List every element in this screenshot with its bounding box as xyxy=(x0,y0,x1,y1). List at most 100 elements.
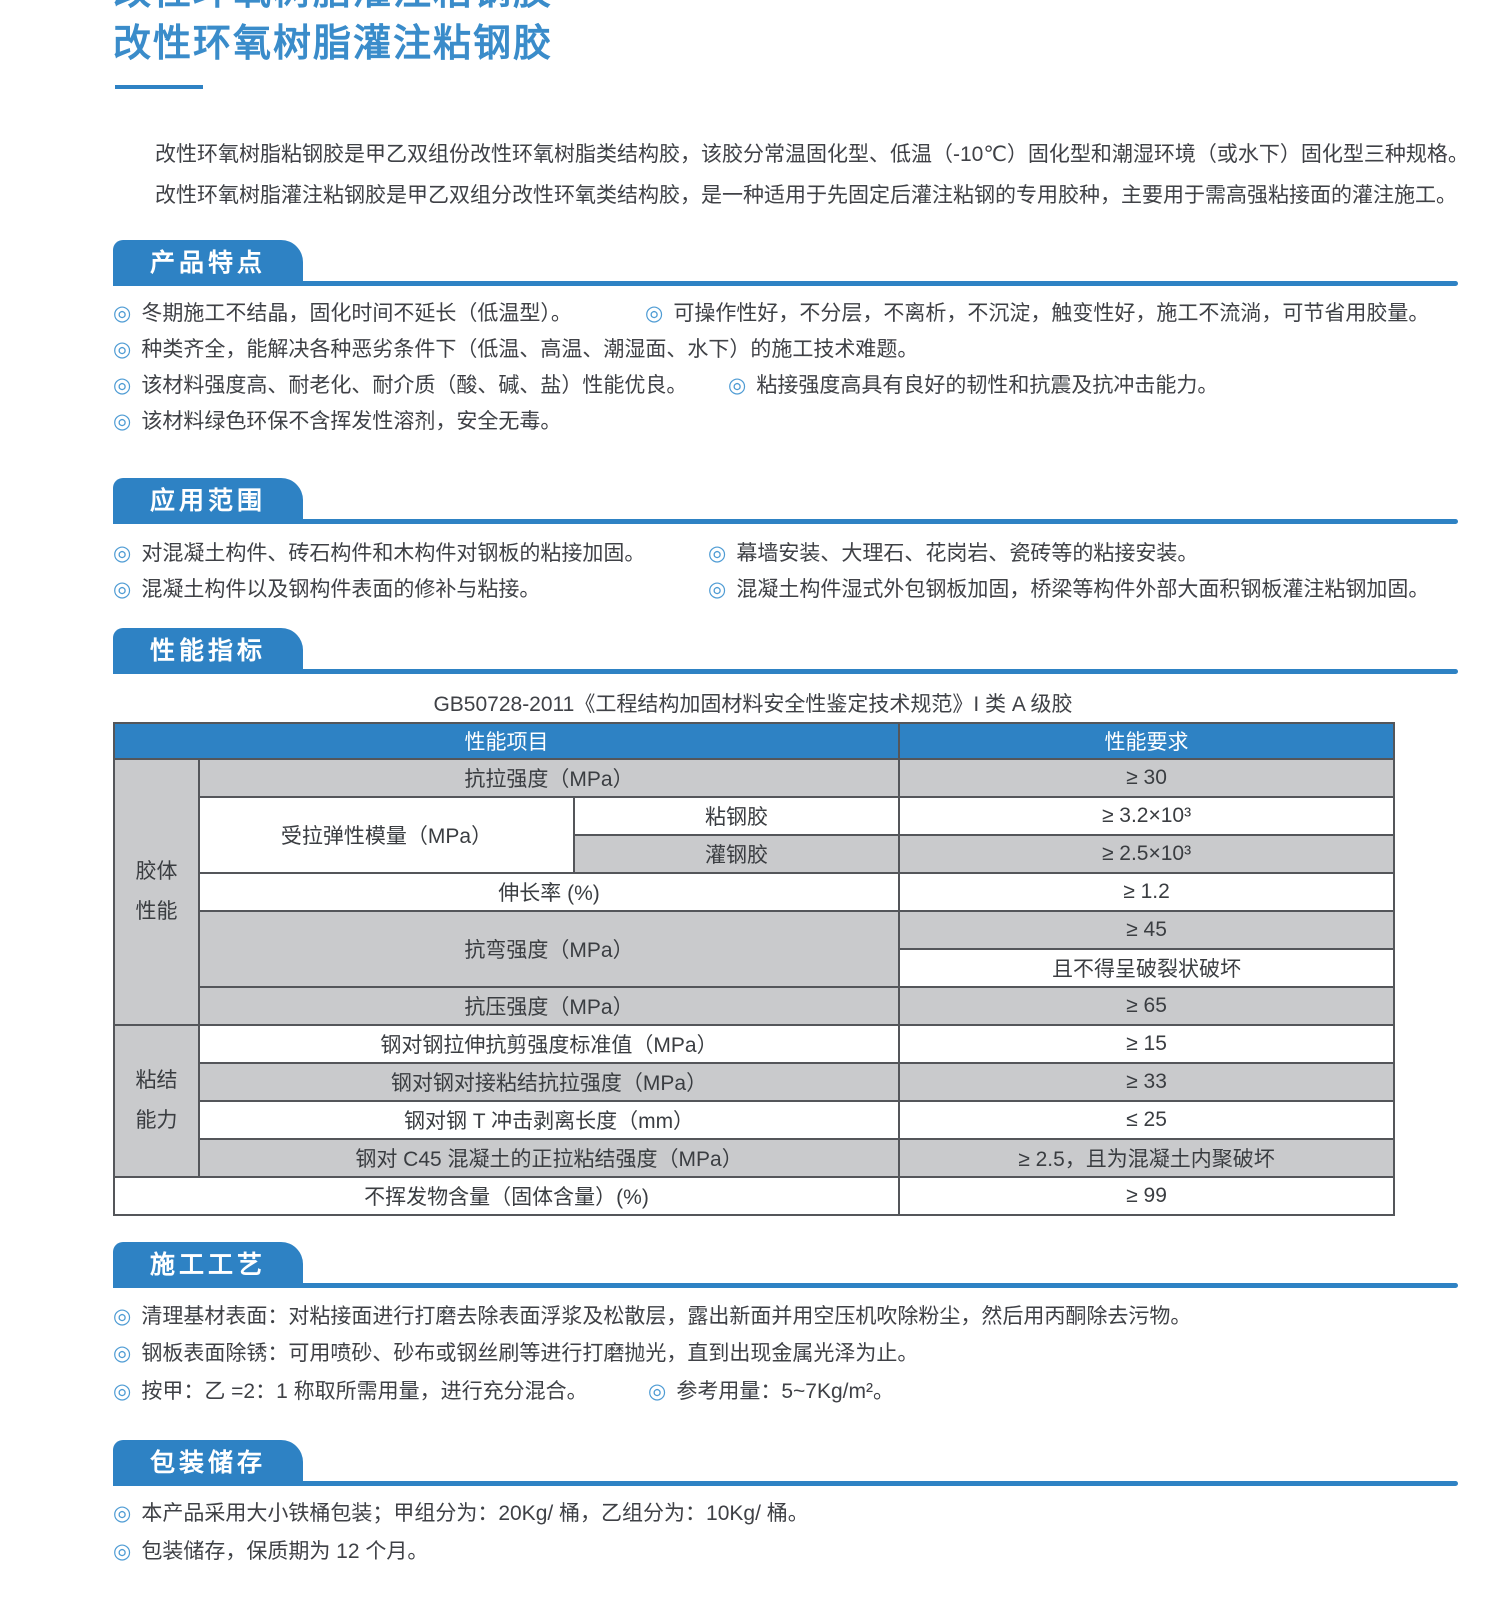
section-tab-features: 产品特点 xyxy=(113,240,303,286)
feature-item: ◎ 该材料绿色环保不含挥发性溶剂，安全无毒。 xyxy=(113,408,561,436)
sub-property-cell: 灌钢胶 xyxy=(572,834,901,874)
application-text: 混凝土构件湿式外包钢板加固，桥梁等构件外部大面积钢板灌注粘钢加固。 xyxy=(736,578,1430,601)
section-rule xyxy=(113,281,1458,286)
bullet-icon: ◎ xyxy=(113,1502,132,1525)
bullet-icon: ◎ xyxy=(113,338,132,361)
bullet-icon: ◎ xyxy=(113,1540,132,1563)
section-header-performance: 性能指标 xyxy=(113,628,1458,675)
intro-paragraph-2: 改性环氧树脂灌注粘钢胶是甲乙双组分改性环氧类结构胶，是一种适用于先固定后灌注粘钢… xyxy=(155,184,1457,207)
table-row: 抗压强度（MPa） ≥ 65 xyxy=(114,986,1396,1026)
bullet-icon: ◎ xyxy=(708,542,727,565)
bullet-icon: ◎ xyxy=(708,578,727,601)
property-cell: 伸长率 (%) xyxy=(197,872,901,912)
feature-text: 粘接强度高具有良好的韧性和抗震及抗冲击能力。 xyxy=(756,374,1219,397)
value-cell: ≥ 30 xyxy=(898,758,1396,798)
bullet-icon: ◎ xyxy=(113,410,132,433)
storage-item: ◎ 本产品采用大小铁桶包装；甲组分为：20Kg/ 桶，乙组分为：10Kg/ 桶。 xyxy=(113,1500,809,1528)
section-rule xyxy=(113,519,1458,524)
feature-text: 该材料绿色环保不含挥发性溶剂，安全无毒。 xyxy=(141,410,562,433)
feature-item: ◎ 冬期施工不结晶，固化时间不延长（低温型）。 xyxy=(113,300,572,328)
group-cell-adhesive-performance: 胶体性能 xyxy=(113,758,200,1026)
section-header-process: 施工工艺 xyxy=(113,1242,1458,1289)
performance-table-title: GB50728-2011《工程结构加固材料安全性鉴定技术规范》I 类 A 级胶 xyxy=(433,693,1073,716)
application-item: ◎ 幕墙安装、大理石、花岗岩、瓷砖等的粘接安装。 xyxy=(708,540,1198,568)
process-text: 清理基材表面：对粘接面进行打磨去除表面浮浆及松散层，露出新面并用空压机吹除粉尘，… xyxy=(141,1305,1192,1328)
storage-text: 包装储存，保质期为 12 个月。 xyxy=(141,1540,429,1563)
table-row: 胶体性能 抗拉强度（MPa） ≥ 30 xyxy=(113,758,1396,1026)
feature-item: ◎ 粘接强度高具有良好的韧性和抗震及抗冲击能力。 xyxy=(728,372,1218,400)
performance-table: 性能项目 性能要求 胶体性能 抗拉强度（MPa） ≥ 30 受拉弹性模量（MPa… xyxy=(112,722,1396,1216)
process-item: ◎ 参考用量：5~7Kg/m²。 xyxy=(648,1378,894,1406)
application-item: ◎ 混凝土构件湿式外包钢板加固，桥梁等构件外部大面积钢板灌注粘钢加固。 xyxy=(708,576,1429,604)
feature-text: 可操作性好，不分层，不离析，不沉淀，触变性好，施工不流淌，可节省用胶量。 xyxy=(673,302,1430,325)
application-text: 幕墙安装、大理石、花岗岩、瓷砖等的粘接安装。 xyxy=(736,542,1199,565)
table-row: 不挥发物含量（固体含量）(%) ≥ 99 xyxy=(112,1176,1396,1216)
process-text: 钢板表面除锈：可用喷砂、砂布或钢丝刷等进行打磨抛光，直到出现金属光泽为止。 xyxy=(141,1342,919,1365)
property-cell: 钢对钢 T 冲击剥离长度（mm） xyxy=(197,1100,901,1140)
value-cell: ≥ 3.2×10³ xyxy=(898,796,1396,836)
bullet-icon: ◎ xyxy=(648,1380,667,1403)
process-text: 参考用量：5~7Kg/m²。 xyxy=(676,1380,894,1403)
clipped-title-fragment: 改性环氧树脂灌注粘钢胶 xyxy=(113,0,553,9)
value-cell: ≥ 15 xyxy=(898,1024,1396,1064)
section-header-applications: 应用范围 xyxy=(113,478,1458,525)
table-row: 灌钢胶 ≥ 2.5×10³ xyxy=(114,834,1396,874)
table-row: 钢对钢 T 冲击剥离长度（mm） ≤ 25 xyxy=(114,1100,1396,1140)
table-header-item: 性能项目 xyxy=(112,722,901,760)
table-row: 且不得呈破裂状破坏 xyxy=(114,948,1396,988)
bullet-icon: ◎ xyxy=(113,578,132,601)
process-text: 按甲：乙 =2：1 称取所需用量，进行充分混合。 xyxy=(141,1380,588,1403)
storage-text: 本产品采用大小铁桶包装；甲组分为：20Kg/ 桶，乙组分为：10Kg/ 桶。 xyxy=(141,1502,809,1525)
section-header-features: 产品特点 xyxy=(113,240,1458,287)
value-cell: ≥ 45 xyxy=(898,910,1396,950)
value-cell: ≥ 65 xyxy=(898,986,1396,1026)
section-rule xyxy=(113,669,1458,674)
bullet-icon: ◎ xyxy=(113,1342,132,1365)
bullet-icon: ◎ xyxy=(728,374,747,397)
feature-text: 冬期施工不结晶，固化时间不延长（低温型）。 xyxy=(141,302,572,325)
clipped-title-text: 改性环氧树脂灌注粘钢胶 xyxy=(113,0,553,9)
bullet-icon: ◎ xyxy=(113,1380,132,1403)
application-text: 混凝土构件以及钢构件表面的修补与粘接。 xyxy=(141,578,541,601)
feature-item: ◎ 该材料强度高、耐老化、耐介质（酸、碱、盐）性能优良。 xyxy=(113,372,687,400)
property-cell: 抗压强度（MPa） xyxy=(197,986,901,1026)
bullet-icon: ◎ xyxy=(113,302,132,325)
process-item: ◎ 钢板表面除锈：可用喷砂、砂布或钢丝刷等进行打磨抛光，直到出现金属光泽为止。 xyxy=(113,1340,918,1368)
table-row: 抗弯强度（MPa） ≥ 45 xyxy=(114,910,1396,988)
value-cell: ≥ 33 xyxy=(898,1062,1396,1102)
bullet-icon: ◎ xyxy=(645,302,664,325)
section-rule xyxy=(113,1481,1458,1486)
process-item: ◎ 按甲：乙 =2：1 称取所需用量，进行充分混合。 xyxy=(113,1378,588,1406)
value-cell: ≥ 1.2 xyxy=(898,872,1396,912)
process-item: ◎ 清理基材表面：对粘接面进行打磨去除表面浮浆及松散层，露出新面并用空压机吹除粉尘… xyxy=(113,1303,1191,1331)
bullet-icon: ◎ xyxy=(113,542,132,565)
table-header-row: 性能项目 性能要求 xyxy=(112,722,1396,760)
property-cell: 受拉弹性模量（MPa） xyxy=(198,796,575,874)
section-tab-process: 施工工艺 xyxy=(113,1242,303,1288)
property-cell: 不挥发物含量（固体含量）(%) xyxy=(112,1176,901,1216)
value-cell: ≥ 99 xyxy=(898,1176,1396,1216)
feature-text: 种类齐全，能解决各种恶劣条件下（低温、高温、潮湿面、水下）的施工技术难题。 xyxy=(141,338,919,361)
property-cell: 抗弯强度（MPa） xyxy=(197,910,901,988)
property-cell: 钢对钢拉伸抗剪强度标准值（MPa） xyxy=(197,1024,901,1064)
sub-property-cell: 粘钢胶 xyxy=(572,796,901,836)
bullet-icon: ◎ xyxy=(113,1305,132,1328)
section-tab-performance: 性能指标 xyxy=(113,628,303,674)
table-row: 受拉弹性模量（MPa） 粘钢胶 ≥ 3.2×10³ xyxy=(114,796,1396,874)
table-row: 伸长率 (%) ≥ 1.2 xyxy=(114,872,1396,912)
value-cell: ≥ 2.5，且为混凝土内聚破坏 xyxy=(898,1138,1396,1178)
property-cell: 钢对 C45 混凝土的正拉粘结强度（MPa） xyxy=(197,1138,901,1178)
application-item: ◎ 对混凝土构件、砖石构件和木构件对钢板的粘接加固。 xyxy=(113,540,645,568)
intro-paragraph-1: 改性环氧树脂粘钢胶是甲乙双组份改性环氧树脂类结构胶，该胶分常温固化型、低温（-1… xyxy=(155,143,1469,166)
application-item: ◎ 混凝土构件以及钢构件表面的修补与粘接。 xyxy=(113,576,540,604)
value-cell: ≥ 2.5×10³ xyxy=(898,834,1396,874)
property-cell: 抗拉强度（MPa） xyxy=(197,758,901,798)
feature-text: 该材料强度高、耐老化、耐介质（酸、碱、盐）性能优良。 xyxy=(141,374,688,397)
value-cell: 且不得呈破裂状破坏 xyxy=(898,948,1396,988)
page-title: 改性环氧树脂灌注粘钢胶 xyxy=(113,23,554,65)
title-underline xyxy=(115,85,203,89)
section-rule xyxy=(113,1283,1458,1288)
table-row: 钢对 C45 混凝土的正拉粘结强度（MPa） ≥ 2.5，且为混凝土内聚破坏 xyxy=(114,1138,1396,1178)
feature-item: ◎ 种类齐全，能解决各种恶劣条件下（低温、高温、潮湿面、水下）的施工技术难题。 xyxy=(113,336,918,364)
